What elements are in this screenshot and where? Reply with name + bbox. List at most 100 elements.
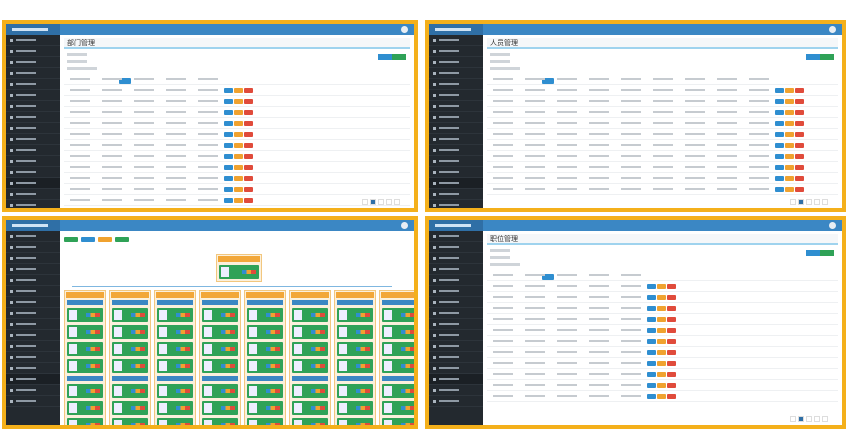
sidebar-item[interactable] [429,264,483,275]
node-actions[interactable] [356,406,370,410]
sidebar-item[interactable] [6,275,60,286]
node-actions[interactable] [356,423,370,425]
org-node[interactable] [67,384,103,398]
sidebar-item[interactable] [429,385,483,396]
user-avatar-icon[interactable] [829,26,836,33]
view-button[interactable] [234,164,243,170]
node-actions[interactable] [221,423,235,425]
sidebar-item[interactable] [429,134,483,145]
search-input[interactable] [490,263,520,266]
edit-button[interactable] [224,120,233,126]
org-node[interactable] [382,384,414,398]
sidebar-item[interactable] [429,167,483,178]
edit-button[interactable] [647,360,656,366]
node-actions[interactable] [131,330,145,334]
org-node[interactable] [292,342,328,356]
sidebar-item[interactable] [6,90,60,101]
org-node[interactable] [202,384,238,398]
view-button[interactable] [657,283,666,289]
delete-button[interactable] [795,153,804,159]
org-node[interactable] [219,265,259,279]
org-node[interactable] [67,308,103,322]
sidebar-item[interactable] [6,385,60,396]
edit-button[interactable] [224,87,233,93]
sidebar-item[interactable] [429,112,483,123]
sidebar-item[interactable] [429,145,483,156]
node-actions[interactable] [131,423,145,425]
org-node[interactable] [382,308,414,322]
node-actions[interactable] [311,364,325,368]
view-button[interactable] [657,360,666,366]
sidebar-item[interactable] [429,341,483,352]
add-button[interactable] [806,250,820,256]
edit-button[interactable] [224,131,233,137]
org-node[interactable] [202,325,238,339]
view-button[interactable] [657,393,666,399]
page-button[interactable] [806,199,812,205]
export-button[interactable] [820,250,834,256]
org-node[interactable] [292,418,328,425]
node-actions[interactable] [176,423,190,425]
view-button[interactable] [657,382,666,388]
view-button[interactable] [785,186,794,192]
sidebar-item[interactable] [429,275,483,286]
delete-button[interactable] [244,186,253,192]
node-actions[interactable] [176,406,190,410]
node-actions[interactable] [221,406,235,410]
sidebar-item[interactable] [6,352,60,363]
sidebar-item[interactable] [429,68,483,79]
edit-button[interactable] [775,186,784,192]
delete-button[interactable] [667,327,676,333]
view-button[interactable] [785,131,794,137]
sidebar-item[interactable] [429,189,483,200]
delete-button[interactable] [244,120,253,126]
edit-button[interactable] [224,197,233,203]
org-node[interactable] [292,325,328,339]
delete-button[interactable] [244,87,253,93]
edit-button[interactable] [647,338,656,344]
view-button[interactable] [234,175,243,181]
sidebar-item[interactable] [6,286,60,297]
edit-button[interactable] [647,294,656,300]
sidebar-item[interactable] [6,253,60,264]
page-button[interactable] [814,199,820,205]
node-actions[interactable] [176,364,190,368]
view-button[interactable] [234,131,243,137]
org-node[interactable] [112,342,148,356]
sidebar-item[interactable] [6,363,60,374]
node-actions[interactable] [401,330,414,334]
edit-button[interactable] [775,153,784,159]
sidebar-item[interactable] [429,297,483,308]
node-actions[interactable] [86,389,100,393]
org-node[interactable] [112,308,148,322]
page-button[interactable] [798,199,804,205]
page-button[interactable] [822,416,828,422]
edit-button[interactable] [224,153,233,159]
sidebar-item[interactable] [6,374,60,385]
page-button[interactable] [394,199,400,205]
sidebar-item[interactable] [6,242,60,253]
delete-button[interactable] [244,142,253,148]
page-button[interactable] [370,199,376,205]
sidebar-item[interactable] [429,330,483,341]
sidebar-item[interactable] [6,178,60,189]
sidebar-item[interactable] [429,319,483,330]
org-node[interactable] [382,359,414,373]
sidebar-item[interactable] [429,286,483,297]
view-button[interactable] [234,153,243,159]
view-button[interactable] [785,175,794,181]
node-actions[interactable] [311,406,325,410]
node-actions[interactable] [266,347,280,351]
search-button[interactable] [542,78,554,84]
node-actions[interactable] [86,406,100,410]
node-actions[interactable] [266,423,280,425]
edit-button[interactable] [775,164,784,170]
sidebar-item[interactable] [6,134,60,145]
edit-button[interactable] [775,142,784,148]
sidebar-item[interactable] [429,101,483,112]
org-node[interactable] [157,325,193,339]
org-node[interactable] [292,359,328,373]
org-node[interactable] [247,418,283,425]
delete-button[interactable] [795,120,804,126]
node-actions[interactable] [131,389,145,393]
